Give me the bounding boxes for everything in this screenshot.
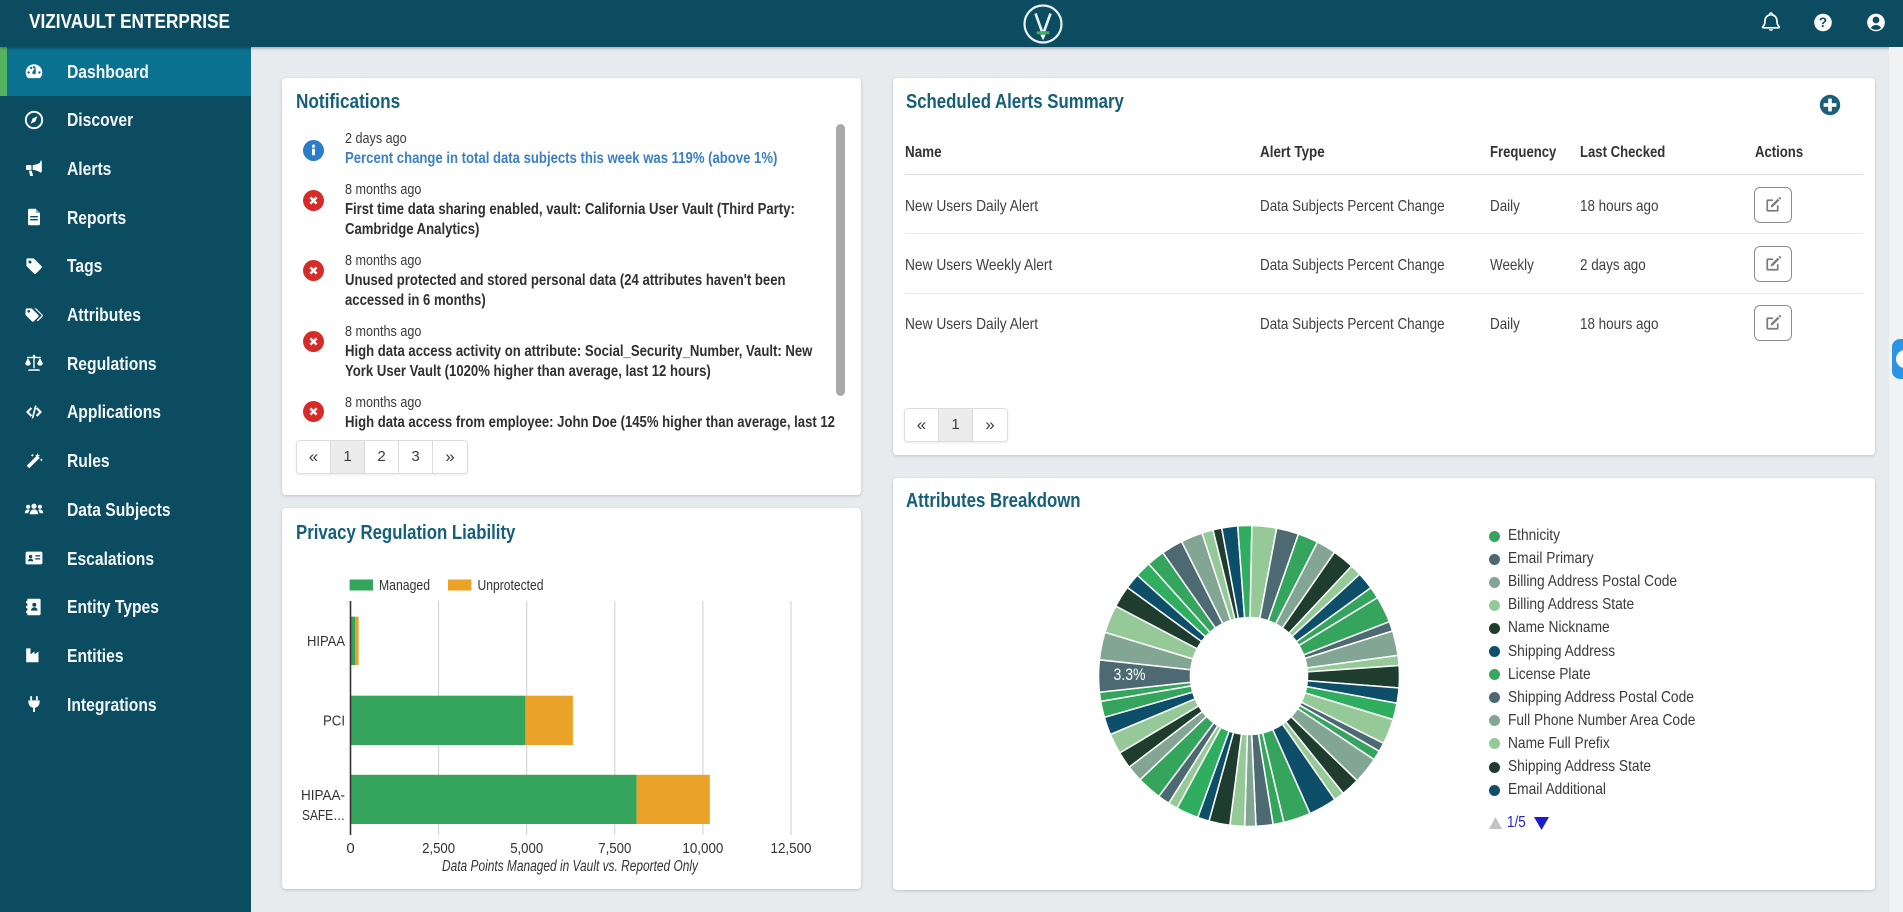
svg-text:Data Points Managed in Vault v: Data Points Managed in Vault vs. Reporte… [442, 858, 699, 875]
svg-text:2,500: 2,500 [422, 840, 455, 857]
svg-text:5,000: 5,000 [510, 840, 543, 857]
svg-text:HIPAA: HIPAA [307, 633, 345, 650]
svg-text:HIPAA-: HIPAA- [301, 787, 345, 804]
svg-text:SAFE…: SAFE… [302, 807, 345, 824]
svg-text:?: ? [1819, 15, 1827, 30]
svg-text:Unprotected: Unprotected [478, 577, 544, 594]
svg-text:10,000: 10,000 [682, 840, 723, 857]
svg-text:0: 0 [346, 840, 354, 857]
svg-text:7,500: 7,500 [598, 840, 631, 857]
svg-text:12,500: 12,500 [771, 840, 812, 857]
svg-text:Managed: Managed [379, 577, 430, 594]
svg-text:PCI: PCI [323, 713, 345, 730]
svg-text:3.3%: 3.3% [1114, 666, 1146, 684]
